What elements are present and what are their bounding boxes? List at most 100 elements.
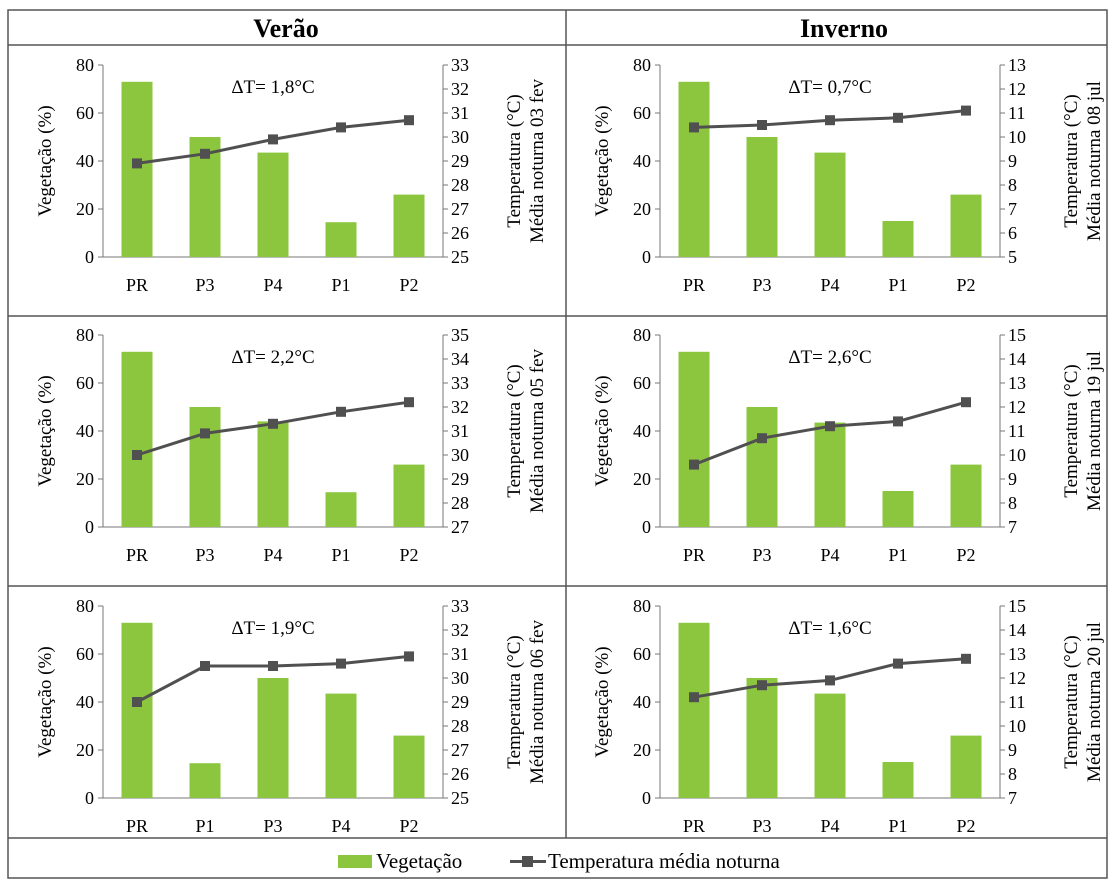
- y2-tick-label: 7: [1008, 788, 1017, 808]
- category-label: PR: [683, 816, 705, 836]
- vegetation-bar: [882, 762, 914, 798]
- chart-panel: 0 20 40 60 80 25 26 27 28 29 30 31 32 33 PR P3 P4 P1 P2 ΔT=…: [35, 55, 548, 295]
- temperature-marker: [825, 675, 835, 686]
- category-label: PR: [126, 816, 148, 836]
- vegetation-bar: [393, 194, 425, 257]
- y2-tick-label: 26: [451, 223, 469, 243]
- chart-panel: 0 20 40 60 80 5 6 7 8 9 10 11 12 13 PR P3 P4 P1 P2 ΔT= 0,7°…: [592, 55, 1105, 295]
- y2-tick-label: 33: [451, 55, 469, 75]
- temperature-marker: [404, 115, 414, 126]
- y2-tick-label: 9: [1008, 740, 1017, 760]
- y2-tick-label: 7: [1008, 199, 1017, 219]
- y2-tick-label: 28: [451, 175, 469, 195]
- temperature-marker: [893, 416, 903, 427]
- y2-tick-label: 11: [1008, 692, 1025, 712]
- y2-tick-label: 33: [451, 596, 469, 616]
- category-label: PR: [683, 275, 705, 295]
- y2-tick-label: 12: [1008, 397, 1026, 417]
- summer-header: Verão: [253, 14, 319, 43]
- vegetation-bar: [393, 464, 425, 527]
- y-tick-label: 40: [633, 421, 651, 441]
- y2-tick-label: 33: [451, 373, 469, 393]
- y2-tick-label: 13: [1008, 644, 1026, 664]
- y-tick-label: 0: [642, 517, 651, 537]
- y-tick-label: 0: [642, 247, 651, 267]
- y2-axis-subtitle: Média noturna 20 jul: [1084, 622, 1105, 782]
- legend: Vegetação Temperatura média noturna: [0, 846, 1115, 876]
- y2-axis-title: Temperatura (°C): [1061, 94, 1082, 227]
- y2-tick-label: 30: [451, 127, 469, 147]
- category-label: P2: [956, 275, 975, 295]
- y-tick-label: 20: [76, 199, 94, 219]
- temperature-marker: [961, 397, 971, 408]
- y-tick-label: 40: [76, 692, 94, 712]
- temperature-marker: [825, 421, 835, 432]
- vegetation-bar: [746, 407, 778, 527]
- temperature-marker: [893, 658, 903, 669]
- temperature-marker: [200, 148, 210, 159]
- chart-panel: 0 20 40 60 80 27 28 29 30 31 32 33 34 35 PR P3 P4 P1 P2 ΔT=…: [35, 325, 548, 565]
- temperature-marker: [132, 450, 142, 460]
- category-label: P3: [752, 545, 771, 565]
- category-label: P4: [263, 545, 282, 565]
- y-tick-label: 40: [633, 692, 651, 712]
- vegetation-bar: [121, 81, 153, 257]
- vegetation-bar: [814, 422, 846, 527]
- temperature-marker: [689, 692, 699, 703]
- y2-tick-label: 27: [451, 740, 469, 760]
- category-label: P1: [195, 816, 214, 836]
- y2-tick-label: 13: [1008, 55, 1026, 75]
- y-tick-label: 20: [76, 740, 94, 760]
- vegetation-bar: [121, 351, 153, 527]
- y-tick-label: 80: [633, 55, 651, 75]
- y-tick-label: 20: [76, 469, 94, 489]
- y2-tick-label: 27: [451, 517, 469, 537]
- temperature-marker: [200, 428, 210, 439]
- y2-tick-label: 12: [1008, 79, 1026, 99]
- y2-tick-label: 8: [1008, 175, 1017, 195]
- temperature-marker: [757, 433, 767, 444]
- y2-tick-label: 32: [451, 620, 469, 640]
- y2-axis-title: Temperatura (°C): [1061, 635, 1082, 768]
- y2-tick-label: 25: [451, 247, 469, 267]
- vegetation-bar: [746, 137, 778, 257]
- category-label: P1: [331, 545, 350, 565]
- delta-t-annotation: ΔT= 1,9°C: [231, 618, 314, 639]
- delta-t-annotation: ΔT= 2,2°C: [231, 347, 314, 368]
- vegetation-bar: [678, 81, 710, 257]
- y-tick-label: 20: [633, 740, 651, 760]
- category-label: P4: [820, 545, 839, 565]
- vegetation-bar: [189, 407, 221, 527]
- category-label: P2: [956, 816, 975, 836]
- y2-tick-label: 29: [451, 469, 469, 489]
- y-axis-title: Vegetação (%): [592, 105, 613, 216]
- category-label: P2: [399, 545, 418, 565]
- y-tick-label: 20: [633, 469, 651, 489]
- y-tick-label: 80: [633, 596, 651, 616]
- category-label: P1: [888, 275, 907, 295]
- y-tick-label: 40: [76, 151, 94, 171]
- temperature-marker: [404, 397, 414, 408]
- y-tick-label: 60: [76, 644, 94, 664]
- y-axis-title: Vegetação (%): [592, 646, 613, 757]
- temperature-marker: [268, 418, 278, 429]
- y2-tick-label: 31: [451, 421, 469, 441]
- y-axis-title: Vegetação (%): [35, 646, 56, 757]
- category-label: PR: [683, 545, 705, 565]
- y2-tick-label: 11: [1008, 421, 1025, 441]
- y2-axis-subtitle: Média noturna 03 fev: [527, 78, 548, 243]
- y-tick-label: 60: [633, 103, 651, 123]
- y-tick-label: 40: [76, 421, 94, 441]
- delta-t-annotation: ΔT= 1,8°C: [231, 77, 314, 98]
- vegetation-bar: [814, 152, 846, 257]
- y2-tick-label: 30: [451, 668, 469, 688]
- vegetation-bar: [189, 763, 221, 798]
- y-tick-label: 80: [76, 55, 94, 75]
- temperature-marker: [825, 115, 835, 126]
- y-tick-label: 60: [76, 373, 94, 393]
- y-tick-label: 60: [633, 644, 651, 664]
- vegetation-bar: [257, 152, 289, 257]
- chart-panel: 0 20 40 60 80 7 8 9 10 11 12 13 14 15 PR P3 P4 P1 P2 ΔT= 2,…: [592, 325, 1105, 565]
